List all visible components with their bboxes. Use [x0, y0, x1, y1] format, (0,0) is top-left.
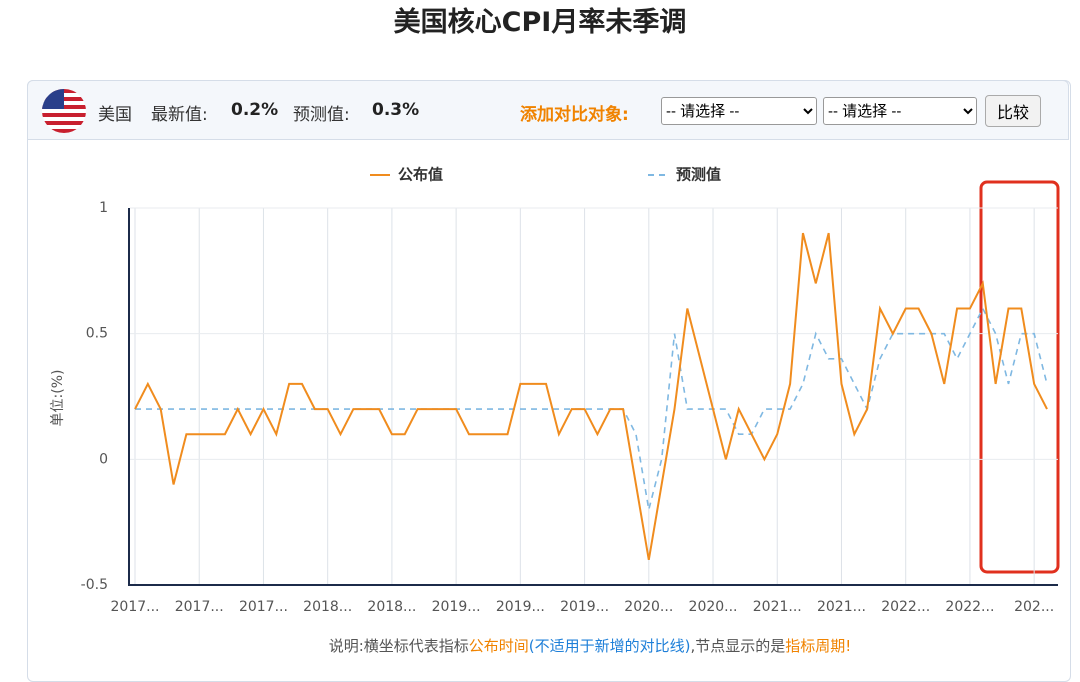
x-tick-label: 2020...: [624, 599, 673, 615]
x-tick-label: 2019...: [560, 599, 609, 615]
y-tick-label: 0.5: [86, 326, 108, 342]
compare-button[interactable]: 比较: [985, 95, 1041, 127]
country: 美国: [98, 105, 132, 125]
footnote-text: 公布时间: [468, 637, 529, 655]
footnote-text: (不适用于新增的对比线): [528, 637, 691, 655]
y-tick-label: 0: [99, 451, 108, 467]
legend-label: 预测值: [676, 166, 721, 184]
select-1[interactable]: -- 请选择 --: [661, 97, 817, 125]
chart: 单位:(%) 2017... 2017... 2017... 2018... 2018.…: [50, 166, 1060, 615]
series-line: [134, 232, 1048, 561]
forecast-value: 0.3%: [372, 100, 420, 120]
x-tick-label: 2022...: [945, 599, 994, 615]
latest-value: 0.2%: [231, 100, 279, 120]
x-tick-label: 2021...: [817, 599, 866, 615]
y-tick-label: 1: [99, 200, 108, 216]
x-tick-label: 2017...: [175, 599, 224, 615]
footnote-text: ,节点显示的是: [690, 637, 786, 655]
latest-label: 最新值:: [151, 105, 208, 125]
footnote-text: 指标周期!: [785, 637, 852, 655]
legend-label: 公布值: [398, 166, 443, 184]
footnote: 说明:横坐标代表指标公布时间(不适用于新增的对比线),节点显示的是指标周期!: [0, 635, 1080, 656]
x-tick-label: 2022...: [881, 599, 930, 615]
x-tick-label: 2019...: [432, 599, 481, 615]
select-2[interactable]: -- 请选择 --: [823, 97, 977, 125]
x-tick-label: 2020...: [689, 599, 738, 615]
page: 美国核心CPI月率未季调 美国 最新值: 0.2% 预测值: 0.3% 添加对比…: [0, 7, 1080, 682]
x-tick-label: 2018...: [367, 599, 416, 615]
flag: [42, 89, 86, 133]
footnote-text: 说明:横坐标代表指标: [328, 637, 469, 655]
y-axis-label: 单位:(%): [50, 370, 66, 427]
series-line: [135, 306, 1048, 510]
toolbar: 美国 最新值: 0.2% 预测值: 0.3% 添加对比对象: -- 请选择 --…: [27, 80, 1069, 140]
page-title: 美国核心CPI月率未季调: [393, 7, 687, 38]
x-tick-label: 2018...: [303, 599, 352, 615]
forecast-label: 预测值:: [293, 105, 350, 125]
y-tick-label: -0.5: [81, 577, 108, 593]
x-tick-label: 2017...: [111, 599, 160, 615]
x-tick-label: 202...: [1014, 599, 1054, 615]
x-tick-label: 2021...: [753, 599, 802, 615]
x-tick-label: 2019...: [496, 599, 545, 615]
x-tick-label: 2017...: [239, 599, 288, 615]
compare-label: 添加对比对象:: [520, 105, 629, 125]
highlight-box: [979, 180, 1060, 574]
